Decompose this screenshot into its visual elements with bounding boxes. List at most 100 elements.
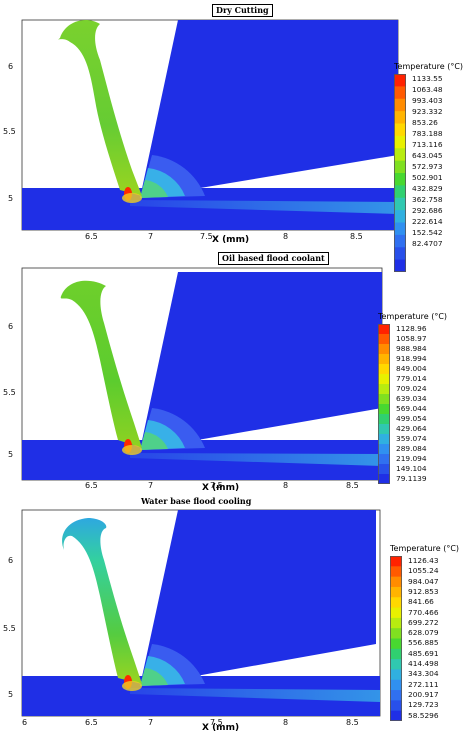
contour-plot-dry bbox=[21, 19, 399, 231]
legend-value: 272.111 bbox=[408, 679, 439, 689]
x-tick: 6.5 bbox=[85, 718, 98, 727]
colorbar-swatch bbox=[394, 74, 406, 87]
legend-value: 853.26 bbox=[412, 118, 438, 127]
colorbar-swatch bbox=[394, 123, 406, 137]
legend-value: 841.66 bbox=[408, 597, 434, 607]
legend-value: 1063.48 bbox=[412, 85, 443, 94]
x-axis-label: X (mm) bbox=[202, 723, 240, 733]
x-tick: 7 bbox=[148, 481, 154, 490]
colorbar-swatch bbox=[394, 185, 406, 199]
cutting-tool bbox=[140, 272, 382, 450]
legend-value: 849.004 bbox=[396, 364, 427, 373]
legend-title: Temperature (°C) bbox=[378, 312, 448, 321]
colorbar-swatch bbox=[390, 710, 402, 721]
legend-value: 149.104 bbox=[396, 464, 427, 473]
warm-zone bbox=[122, 445, 142, 455]
colorbar-swatch bbox=[378, 474, 390, 484]
x-tick: 7.5 bbox=[200, 232, 213, 241]
legend-value: 993.403 bbox=[412, 96, 443, 105]
legend-value: 1133.55 bbox=[412, 74, 443, 83]
x-tick: 6 bbox=[22, 718, 28, 727]
colorbar bbox=[378, 324, 390, 484]
colorbar-swatch bbox=[378, 414, 390, 425]
legend-value: 770.466 bbox=[408, 607, 439, 617]
legend-value: 643.045 bbox=[412, 151, 443, 160]
legend-value: 200.917 bbox=[408, 689, 439, 699]
y-tick: 5.5 bbox=[3, 388, 16, 397]
legend-value: 429.064 bbox=[396, 424, 427, 433]
y-tick: 5.5 bbox=[3, 624, 16, 633]
colorbar-swatch bbox=[378, 404, 390, 415]
cutting-tool bbox=[140, 20, 398, 198]
chip bbox=[62, 518, 143, 684]
legend-value: 923.332 bbox=[412, 107, 443, 116]
x-tick: 8.5 bbox=[346, 481, 359, 490]
colorbar-swatch bbox=[378, 394, 390, 405]
legend-value: 713.116 bbox=[412, 140, 443, 149]
colorbar bbox=[394, 74, 406, 272]
tool-heat-ring-3 bbox=[140, 180, 168, 198]
legend-value: 432.829 bbox=[412, 184, 443, 193]
legend-value: 556.885 bbox=[408, 638, 439, 648]
legend-value: 152.542 bbox=[412, 228, 443, 237]
colorbar-swatch bbox=[378, 464, 390, 475]
contour-plot-water bbox=[21, 509, 381, 717]
legend-value: 222.614 bbox=[412, 217, 443, 226]
colorbar-swatch bbox=[390, 586, 402, 598]
legend-value: 362.758 bbox=[412, 195, 443, 204]
colorbar-swatch bbox=[390, 617, 402, 629]
colorbar-swatch bbox=[390, 679, 402, 691]
legend-value: 343.304 bbox=[408, 669, 439, 679]
colorbar-swatch bbox=[390, 700, 402, 712]
warm-zone bbox=[122, 681, 142, 691]
y-tick: 5.5 bbox=[3, 127, 16, 136]
legend-value: 569.044 bbox=[396, 404, 427, 413]
colorbar-swatch bbox=[378, 354, 390, 365]
legend-value: 628.079 bbox=[408, 628, 439, 638]
colorbar-swatch bbox=[390, 556, 402, 567]
colorbar-swatch bbox=[394, 148, 406, 162]
colorbar-swatch bbox=[390, 628, 402, 639]
colorbar-swatch bbox=[378, 444, 390, 455]
colorbar-swatch bbox=[378, 374, 390, 385]
colorbar-swatch bbox=[390, 690, 402, 701]
colorbar-swatch bbox=[378, 384, 390, 395]
legend-value: 1055.24 bbox=[408, 566, 439, 576]
colorbar-swatch bbox=[378, 434, 390, 445]
colorbar-swatch bbox=[394, 222, 406, 236]
chip bbox=[60, 280, 142, 448]
warm-zone bbox=[122, 193, 142, 203]
colorbar-swatch bbox=[390, 597, 402, 609]
x-tick: 8.5 bbox=[350, 232, 363, 241]
contour-plot-oil bbox=[21, 267, 383, 481]
legend-value: 292.686 bbox=[412, 206, 443, 215]
colorbar-swatch bbox=[390, 607, 402, 619]
colorbar-swatch bbox=[378, 344, 390, 355]
cutting-tool bbox=[140, 510, 376, 686]
panel-title: Oil based flood coolant bbox=[218, 252, 329, 265]
heat-strip bbox=[130, 453, 382, 466]
colorbar-swatch bbox=[378, 334, 390, 345]
x-tick: 7.5 bbox=[210, 718, 223, 727]
y-tick: 6 bbox=[8, 322, 14, 331]
legend-title: Temperature (°C) bbox=[394, 62, 464, 71]
colorbar-swatch bbox=[394, 210, 406, 224]
legend-value: 502.901 bbox=[412, 173, 443, 182]
colorbar-swatch bbox=[390, 566, 402, 578]
legend-values: 1133.55 1063.48 993.403 923.332 853.26 7… bbox=[412, 74, 472, 272]
x-tick: 6.5 bbox=[85, 481, 98, 490]
legend-value: 219.094 bbox=[396, 454, 427, 463]
x-axis-label: X (mm) bbox=[212, 235, 250, 245]
legend-value: 783.188 bbox=[412, 129, 443, 138]
colorbar-swatch bbox=[394, 197, 406, 211]
colorbar-swatch bbox=[378, 324, 390, 335]
legend-value: 984.047 bbox=[408, 576, 439, 586]
x-axis-label: X (mm) bbox=[202, 483, 240, 493]
legend-value: 912.853 bbox=[408, 586, 439, 596]
colorbar-swatch bbox=[394, 98, 406, 112]
legend-value: 82.4707 bbox=[412, 239, 443, 248]
colorbar-swatch bbox=[394, 86, 406, 100]
tool-heat-ring-3 bbox=[140, 668, 168, 686]
legend-value: 359.074 bbox=[396, 434, 427, 443]
legend-value: 79.1139 bbox=[396, 474, 427, 483]
